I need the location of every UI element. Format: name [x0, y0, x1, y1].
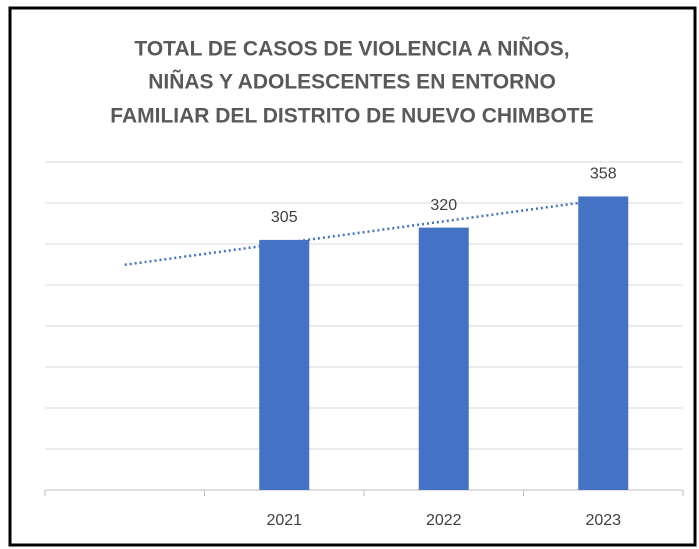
- x-tick-label: 2023: [585, 512, 621, 529]
- x-tick-label: 2022: [426, 512, 462, 529]
- chart-title: FAMILIAR DEL DISTRITO DE NUEVO CHIMBOTE: [110, 105, 593, 128]
- bar: [418, 227, 469, 490]
- bar: [259, 239, 310, 490]
- data-label: 305: [271, 209, 298, 226]
- x-tick-label: 2021: [266, 512, 302, 529]
- data-label: 358: [590, 166, 617, 183]
- trendline: [124, 198, 604, 267]
- chart-title: NIÑAS Y ADOLESCENTES EN ENTORNO: [148, 71, 556, 94]
- chart-title: TOTAL DE CASOS DE VIOLENCIA A NIÑOS,: [134, 38, 569, 61]
- bar: [578, 196, 629, 490]
- data-label: 320: [430, 197, 457, 214]
